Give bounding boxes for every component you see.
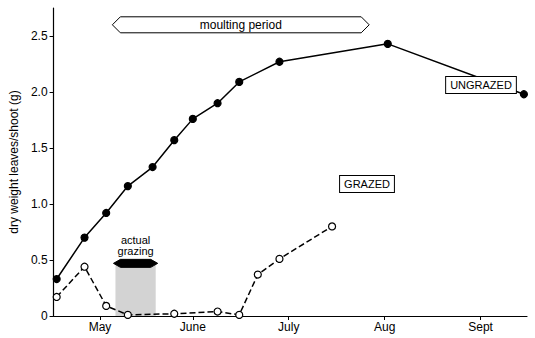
svg-text:0.5: 0.5 (31, 253, 48, 267)
svg-text:Aug: Aug (374, 320, 395, 334)
svg-text:June: June (180, 320, 206, 334)
svg-text:May: May (89, 320, 112, 334)
svg-text:0: 0 (41, 309, 48, 323)
svg-text:UNGRAZED: UNGRAZED (450, 79, 512, 91)
svg-text:1.5: 1.5 (31, 141, 48, 155)
svg-text:2.5: 2.5 (31, 29, 48, 43)
svg-text:actual: actual (120, 233, 151, 246)
svg-text:Sept: Sept (468, 320, 493, 334)
svg-text:1.0: 1.0 (31, 197, 48, 211)
svg-text:2.0: 2.0 (31, 85, 48, 99)
svg-text:GRAZED: GRAZED (344, 178, 390, 190)
svg-text:moulting period: moulting period (200, 18, 282, 32)
svg-text:July: July (278, 320, 299, 334)
svg-text:dry weight leaves/shoot (g): dry weight leaves/shoot (g) (7, 90, 21, 233)
svg-text:grazing: grazing (118, 245, 154, 257)
